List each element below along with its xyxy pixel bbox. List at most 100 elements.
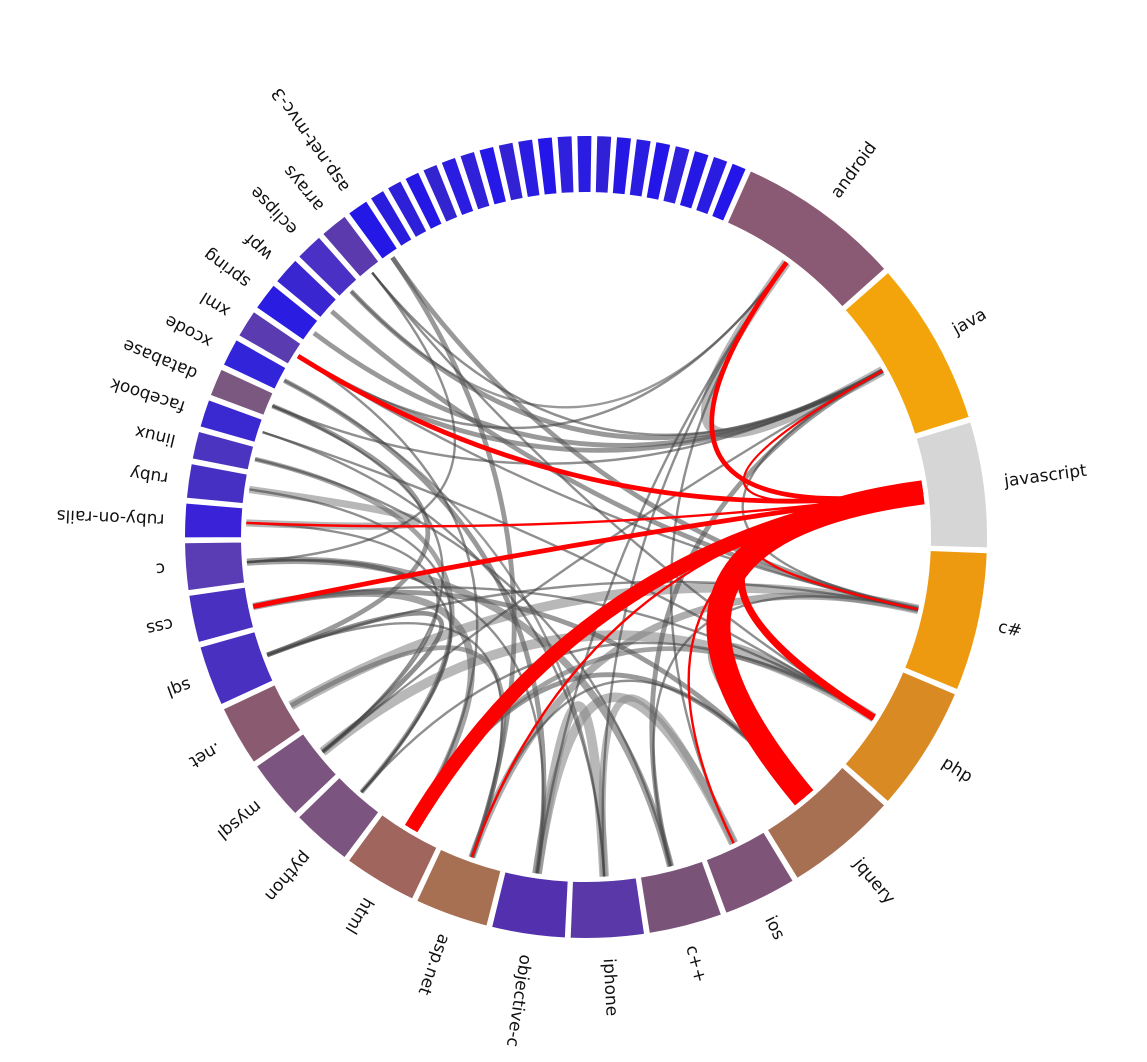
chord <box>371 271 884 437</box>
segment-unlabeled-39 <box>575 134 594 195</box>
segment-eclipse <box>296 235 359 299</box>
segment-unlabeled-47 <box>709 161 749 224</box>
segment-label: ruby <box>129 463 170 488</box>
segment-label: wpf <box>240 228 277 264</box>
chord <box>246 521 439 753</box>
segment-spring <box>254 282 320 343</box>
segment-label: spring <box>200 244 254 292</box>
chord <box>687 491 924 844</box>
segment-label: javascript <box>1002 461 1088 492</box>
chord <box>262 431 875 719</box>
segment-html <box>346 812 439 901</box>
segment-facebook <box>198 397 265 445</box>
segment-unlabeled-46 <box>693 154 730 217</box>
segment-xml <box>236 309 303 367</box>
segment-label: objective-c <box>502 953 535 1048</box>
segment-label: java <box>948 304 990 339</box>
chord <box>266 622 504 858</box>
segment-xcode <box>221 337 288 392</box>
segment-unlabeled-30 <box>402 170 445 232</box>
chord <box>709 261 924 501</box>
segment-unlabeled-43 <box>644 139 673 203</box>
segment-unlabeled-44 <box>661 143 692 207</box>
segment-unlabeled-38 <box>555 134 576 195</box>
segment-unlabeled-34 <box>477 144 509 207</box>
segment-unlabeled-41 <box>610 135 634 197</box>
segment-label: mysql <box>213 796 265 844</box>
segment-linux <box>190 429 256 472</box>
segment-c- <box>638 859 724 936</box>
segment-label: xcode <box>162 310 216 351</box>
segment-unlabeled-32 <box>439 155 476 218</box>
chord <box>535 261 788 874</box>
chord <box>360 641 875 794</box>
chord <box>254 457 672 867</box>
segment-label: xml <box>197 287 234 321</box>
segment-label: linux <box>133 421 178 450</box>
segment-label: ruby-on-rails <box>56 505 165 529</box>
chord <box>246 491 924 528</box>
segment-asp-net <box>414 847 503 928</box>
segment-unlabeled-42 <box>627 136 653 199</box>
chord <box>252 489 924 609</box>
chord <box>271 369 884 465</box>
segment-ruby-on-rails <box>183 501 245 540</box>
chord <box>297 261 788 430</box>
segment-label: php <box>938 753 976 787</box>
chord <box>741 369 919 611</box>
segments-layer <box>183 134 989 940</box>
segment-sql <box>198 629 275 707</box>
segment-unlabeled-36 <box>515 137 542 200</box>
segment-objective-c <box>489 870 570 940</box>
chord <box>321 369 884 753</box>
segment-python <box>296 775 381 860</box>
segment-unlabeled-31 <box>420 162 460 225</box>
segment-label: c++ <box>681 943 710 985</box>
segment-label: c# <box>996 617 1023 642</box>
segment-label: .net <box>185 738 224 772</box>
segment-label: asp.net <box>414 931 454 998</box>
segment-unlabeled-28 <box>368 188 414 249</box>
segment-jquery <box>765 765 887 881</box>
segment-unlabeled-35 <box>496 140 525 203</box>
segment-android <box>725 168 887 309</box>
segment-arrays <box>320 214 381 280</box>
segment-label: jquery <box>848 853 899 908</box>
segment-unlabeled-40 <box>593 134 614 195</box>
segment-label: facebook <box>107 373 187 416</box>
chord <box>246 271 456 564</box>
chord <box>266 580 919 657</box>
segment-iphone <box>568 876 647 940</box>
segment-label: sql <box>164 674 194 701</box>
segment-unlabeled-29 <box>385 178 429 240</box>
segment-label: ios <box>760 913 788 943</box>
chord <box>271 404 444 753</box>
segment-ios <box>704 830 796 916</box>
segment-label: iphone <box>599 958 622 1017</box>
segment-label: html <box>340 894 377 938</box>
segment-unlabeled-37 <box>535 135 559 197</box>
segment-c <box>183 540 247 593</box>
segment-css <box>187 585 256 645</box>
chord <box>371 271 875 719</box>
chord <box>652 595 919 867</box>
chord <box>246 559 545 874</box>
segment-c- <box>902 549 989 692</box>
segment-label: css <box>144 614 175 639</box>
segment-mysql <box>254 731 339 816</box>
segment-asp-net-mvc-3 <box>346 198 400 262</box>
segment-java <box>843 270 972 437</box>
segment-database <box>208 367 275 418</box>
chords-layer <box>246 256 925 877</box>
segment-label: asp.net-mvc-3 <box>268 84 354 196</box>
segment-unlabeled-45 <box>677 148 711 211</box>
segment-ruby <box>184 461 250 506</box>
segment-javascript <box>914 420 989 550</box>
segment--net <box>221 682 303 765</box>
segment-label: python <box>260 847 314 905</box>
segment-label: c <box>155 558 166 579</box>
segment-label: android <box>827 138 881 202</box>
chord <box>752 491 924 611</box>
chord <box>249 488 453 794</box>
